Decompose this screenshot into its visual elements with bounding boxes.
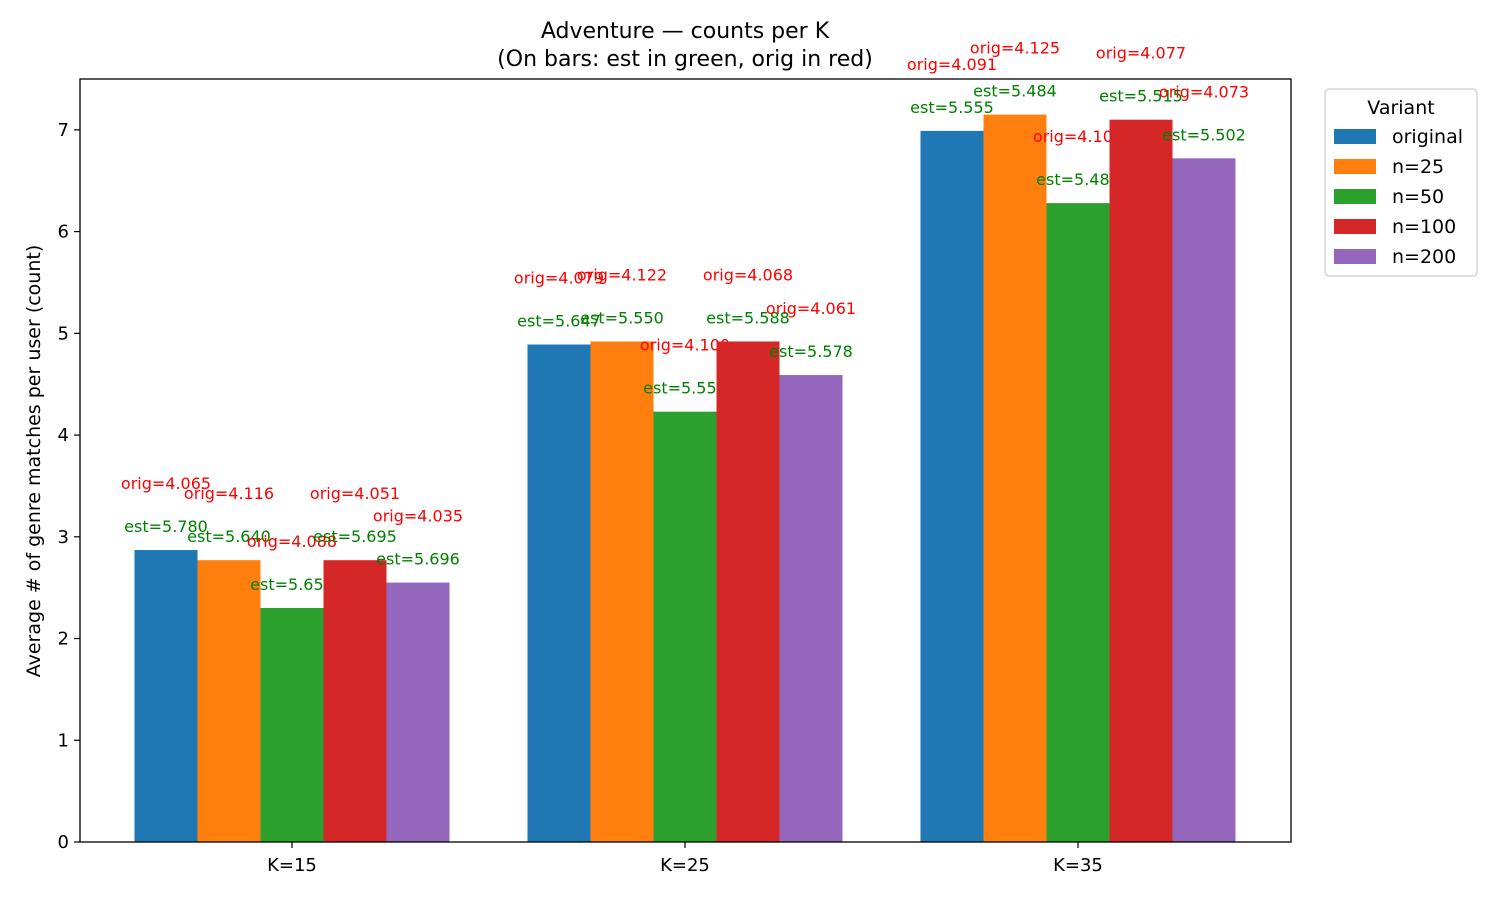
est-data-label: est=5.578 — [769, 342, 853, 361]
est-data-label: est=5.515 — [1099, 87, 1183, 106]
orig-data-label: orig=4.077 — [1096, 44, 1186, 63]
chart-title: Adventure — counts per K — [541, 19, 830, 44]
est-data-label: est=5.647 — [517, 312, 601, 331]
legend-title: Variant — [1367, 97, 1434, 119]
legend-entry-label: original — [1392, 126, 1463, 148]
y-tick-label: 1 — [58, 730, 69, 751]
bar-original — [134, 550, 198, 842]
orig-data-label: orig=4.051 — [310, 484, 400, 503]
orig-data-label: orig=4.079 — [514, 269, 604, 288]
bar-n-200 — [779, 375, 843, 842]
orig-data-label: orig=4.073 — [1159, 82, 1249, 101]
bar-n-100 — [1109, 119, 1173, 842]
orig-data-label: orig=4.122 — [577, 265, 667, 284]
orig-data-label: orig=4.091 — [907, 55, 997, 74]
orig-data-label: orig=4.116 — [184, 484, 274, 503]
est-data-label: est=5.502 — [1162, 125, 1246, 144]
est-data-label: est=5.484 — [973, 82, 1057, 101]
orig-data-label: orig=4.061 — [766, 299, 856, 318]
legend-swatch — [1334, 189, 1376, 204]
bar-n-25 — [590, 341, 654, 842]
legend-swatch — [1334, 129, 1376, 144]
legend-entry-label: n=200 — [1392, 246, 1456, 268]
legend-swatch — [1334, 219, 1376, 234]
legend: Variant original n=25 n=50 n=100 n=200 — [1324, 88, 1478, 277]
y-tick-label: 0 — [58, 832, 69, 853]
bar-n-100 — [323, 560, 387, 842]
est-data-label: est=5.640 — [187, 527, 271, 546]
x-tick-label: K=35 — [1053, 855, 1103, 876]
legend-swatch — [1334, 249, 1376, 264]
plot-area: 0 1 2 3 4 5 6 7 K=15 est=5.780 orig=4.065 est=5.640… — [58, 39, 1250, 876]
legend-swatch — [1334, 159, 1376, 174]
chart-subtitle: (On bars: est in green, orig in red) — [497, 47, 873, 72]
est-data-label: est=5.555 — [910, 98, 994, 117]
legend-entry-label: n=100 — [1392, 216, 1456, 238]
bar-original — [527, 344, 591, 842]
y-tick-label: 2 — [58, 629, 69, 650]
est-data-label: est=5.696 — [376, 550, 460, 569]
est-data-label: est=5.486 — [1036, 170, 1120, 189]
bar-n-50 — [260, 608, 324, 842]
est-data-label: est=5.550 — [580, 308, 664, 327]
orig-data-label: orig=4.107 — [1033, 127, 1123, 146]
bar-n-25 — [197, 560, 261, 842]
y-tick-label: 6 — [58, 222, 69, 243]
bar-n-50 — [1046, 203, 1110, 842]
orig-data-label: orig=4.100 — [640, 336, 730, 355]
x-tick-label: K=25 — [660, 855, 710, 876]
y-tick-label: 4 — [58, 425, 69, 446]
bar-n-100 — [716, 341, 780, 842]
est-data-label: est=5.651 — [250, 575, 334, 594]
bar-n-50 — [653, 411, 717, 842]
legend-entry-label: n=25 — [1392, 156, 1444, 178]
bar-n-200 — [386, 582, 450, 842]
y-tick-label: 3 — [58, 527, 69, 548]
orig-data-label: orig=4.088 — [247, 532, 337, 551]
est-data-label: est=5.588 — [706, 308, 790, 327]
orig-data-label: orig=4.125 — [970, 39, 1060, 58]
orig-data-label: orig=4.035 — [373, 507, 463, 526]
bar-n-200 — [1172, 158, 1236, 843]
plot-frame — [79, 78, 1292, 843]
est-data-label: est=5.556 — [643, 379, 727, 398]
bar-original — [920, 130, 984, 842]
y-tick-label: 7 — [58, 120, 69, 141]
y-tick-label: 5 — [58, 323, 69, 344]
legend-entry-label: n=50 — [1392, 186, 1444, 208]
est-data-label: est=5.695 — [313, 527, 397, 546]
x-tick-label: K=15 — [267, 855, 317, 876]
y-axis-label: Average # of genre matches per user (cou… — [23, 245, 45, 678]
orig-data-label: orig=4.068 — [703, 265, 793, 284]
est-data-label: est=5.780 — [124, 517, 208, 536]
bar-n-25 — [983, 114, 1047, 842]
orig-data-label: orig=4.065 — [121, 474, 211, 493]
